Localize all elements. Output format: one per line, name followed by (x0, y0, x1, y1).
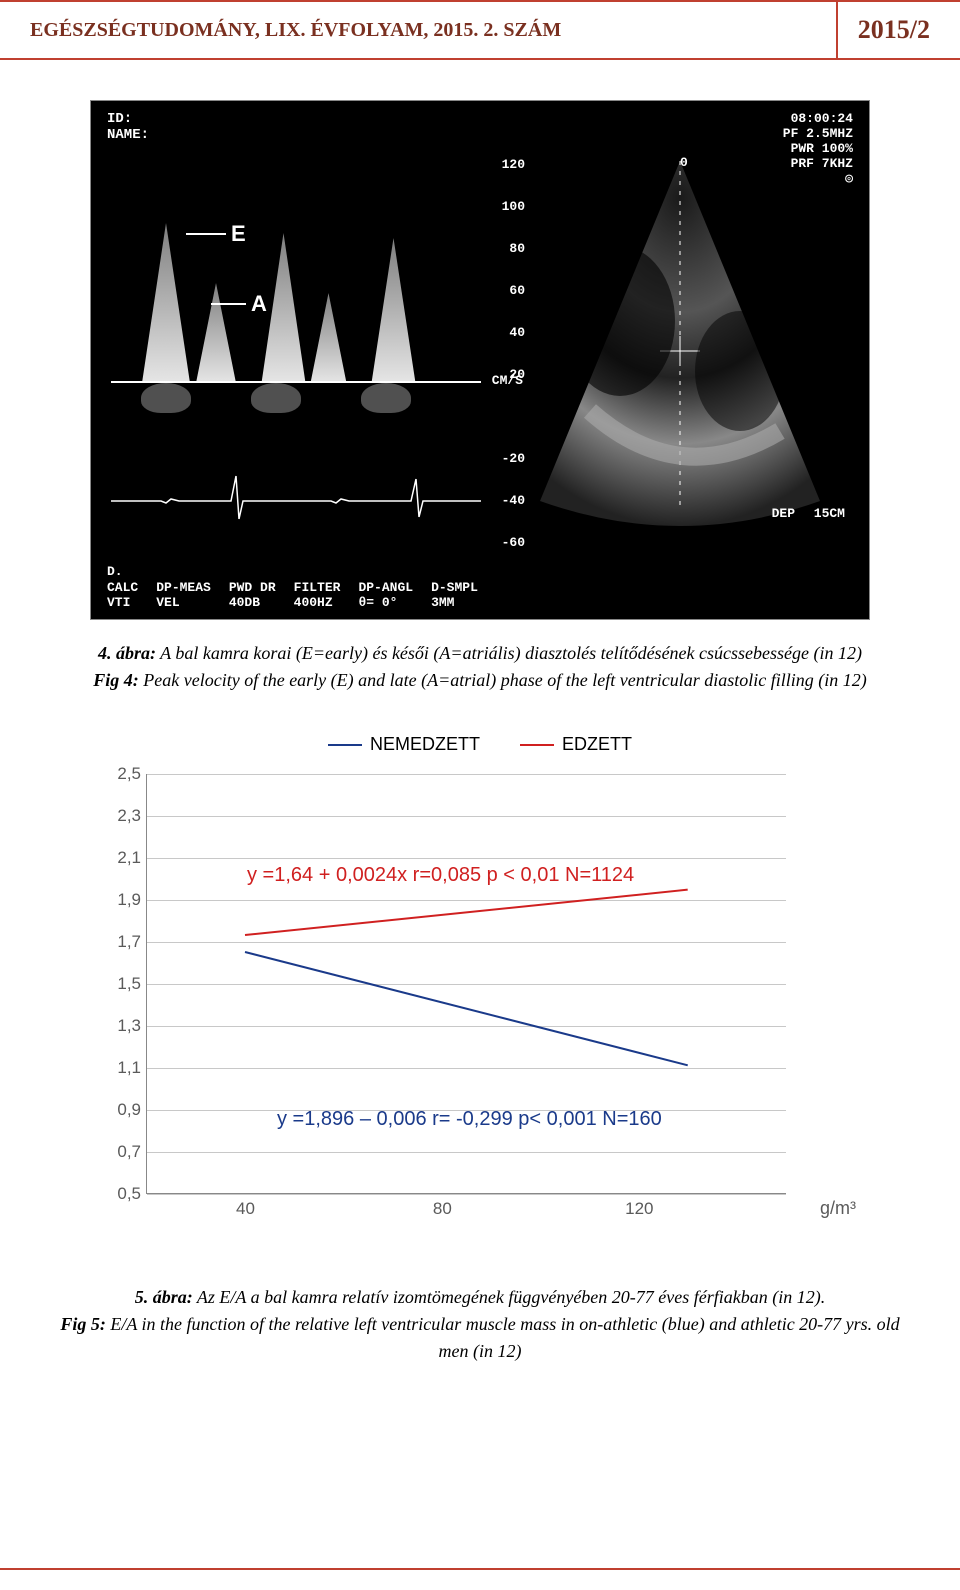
us-name: NAME: (107, 127, 149, 143)
x-tick-label: 80 (433, 1199, 452, 1219)
gridline (147, 858, 786, 859)
y-tick-label: 1,9 (101, 890, 141, 910)
y-tick-label: 1,1 (101, 1058, 141, 1078)
legend-nemedzett: NEMEDZETT (328, 734, 480, 755)
trend-line (245, 951, 689, 1066)
doppler-reverse (141, 383, 191, 413)
us-col: D-SMPL 3MM (431, 564, 478, 611)
fig4-en: Peak velocity of the early (E) and late … (139, 670, 867, 690)
fig5-caption: 5. ábra: Az E/A a bal kamra relatív izom… (50, 1284, 910, 1365)
y-tick-label: 0,5 (101, 1184, 141, 1204)
us-col: DP-MEAS VEL (156, 564, 211, 611)
doppler-panel: E A CM/S (111, 161, 481, 541)
fig4-hu: A bal kamra korai (E=early) és késői (A=… (156, 643, 862, 663)
us-bottom-readout: D. CALC VTI DP-MEAS VEL PWD DR 40DB FILT… (107, 564, 853, 611)
footer-rule (0, 1568, 960, 1570)
chart-legend: NEMEDZETT EDZETT (328, 734, 632, 755)
legend-swatch-nemedzett (328, 744, 362, 746)
dep-label: DEP (772, 506, 795, 521)
us-col: DP-ANGL θ= 0° (358, 564, 413, 611)
fig5-label: 5. ábra: (135, 1287, 193, 1307)
fig5-en: E/A in the function of the relative left… (106, 1314, 900, 1361)
trend-line (245, 889, 688, 936)
ultrasound-figure: ID: NAME: 08:00:24 PF 2.5MHZ PWR 100% PR… (90, 100, 870, 620)
gridline (147, 1110, 786, 1111)
ecg-trace (111, 471, 481, 521)
doppler-peak (306, 293, 351, 383)
gridline (147, 774, 786, 775)
e-label: E (231, 221, 246, 247)
y-tick-label: 1,3 (101, 1016, 141, 1036)
sector-image (520, 151, 840, 531)
doppler-peak (191, 283, 241, 383)
y-tick-label: 2,5 (101, 764, 141, 784)
equation-edzett: y =1,64 + 0,0024x r=0,085 p < 0,01 N=112… (247, 864, 634, 887)
us-time: 08:00:24 (783, 111, 853, 126)
gridline (147, 1194, 786, 1195)
y-tick-label: 0,9 (101, 1100, 141, 1120)
fig4-label: 4. ábra: (98, 643, 156, 663)
equation-nemedzett: y =1,896 – 0,006 r= -0,299 p< 0,001 N=16… (277, 1108, 662, 1131)
gridline (147, 942, 786, 943)
fig5-hu: Az E/A a bal kamra relatív izomtömegének… (193, 1287, 826, 1307)
y-tick-label: 1,5 (101, 974, 141, 994)
e-marker-line (186, 233, 226, 235)
page-content: ID: NAME: 08:00:24 PF 2.5MHZ PWR 100% PR… (0, 60, 960, 1425)
gridline (147, 900, 786, 901)
legend-swatch-edzett (520, 744, 554, 746)
journal-title: EGÉSZSÉGTUDOMÁNY, LIX. ÉVFOLYAM, 2015. 2… (30, 19, 561, 42)
doppler-peak (366, 238, 421, 383)
doppler-peak (136, 223, 196, 383)
gridline (147, 984, 786, 985)
gridline (147, 1152, 786, 1153)
x-axis-unit: g/m³ (820, 1198, 856, 1219)
issue-label: 2015/2 (858, 15, 930, 45)
gridline (147, 1026, 786, 1027)
x-tick-label: 40 (236, 1199, 255, 1219)
bscan-panel: 0 (515, 151, 845, 551)
gridline (147, 816, 786, 817)
us-col: FILTER 400HZ (294, 564, 341, 611)
gridline (147, 1068, 786, 1069)
us-id: ID: (107, 111, 149, 127)
fig4-caption: 4. ábra: A bal kamra korai (E=early) és … (50, 640, 910, 694)
legend-label-nemedzett: NEMEDZETT (370, 734, 480, 755)
y-tick-label: 1,7 (101, 932, 141, 952)
x-tick-label: 120 (625, 1199, 653, 1219)
y-tick-label: 2,3 (101, 806, 141, 826)
plot-area: y =1,64 + 0,0024x r=0,085 p < 0,01 N=112… (146, 774, 786, 1194)
fig4-en-label: Fig 4: (93, 670, 139, 690)
ea-chart: NEMEDZETT EDZETT y =1,64 + 0,0024x r=0,0… (90, 734, 870, 1234)
y-tick-label: 0,7 (101, 1142, 141, 1162)
us-col: PWD DR 40DB (229, 564, 276, 611)
a-label: A (251, 291, 267, 317)
depth-label: 15CM (814, 506, 845, 521)
page-header: EGÉSZSÉGTUDOMÁNY, LIX. ÉVFOLYAM, 2015. 2… (0, 0, 960, 60)
us-pf: PF 2.5MHZ (783, 126, 853, 141)
doppler-reverse (361, 383, 411, 413)
y-tick-label: 2,1 (101, 848, 141, 868)
a-marker-line (211, 303, 246, 305)
us-col: D. CALC VTI (107, 564, 138, 611)
doppler-reverse (251, 383, 301, 413)
legend-label-edzett: EDZETT (562, 734, 632, 755)
fig5-en-label: Fig 5: (60, 1314, 106, 1334)
issue-box: 2015/2 (836, 2, 930, 58)
us-id-block: ID: NAME: (107, 111, 149, 143)
legend-edzett: EDZETT (520, 734, 632, 755)
